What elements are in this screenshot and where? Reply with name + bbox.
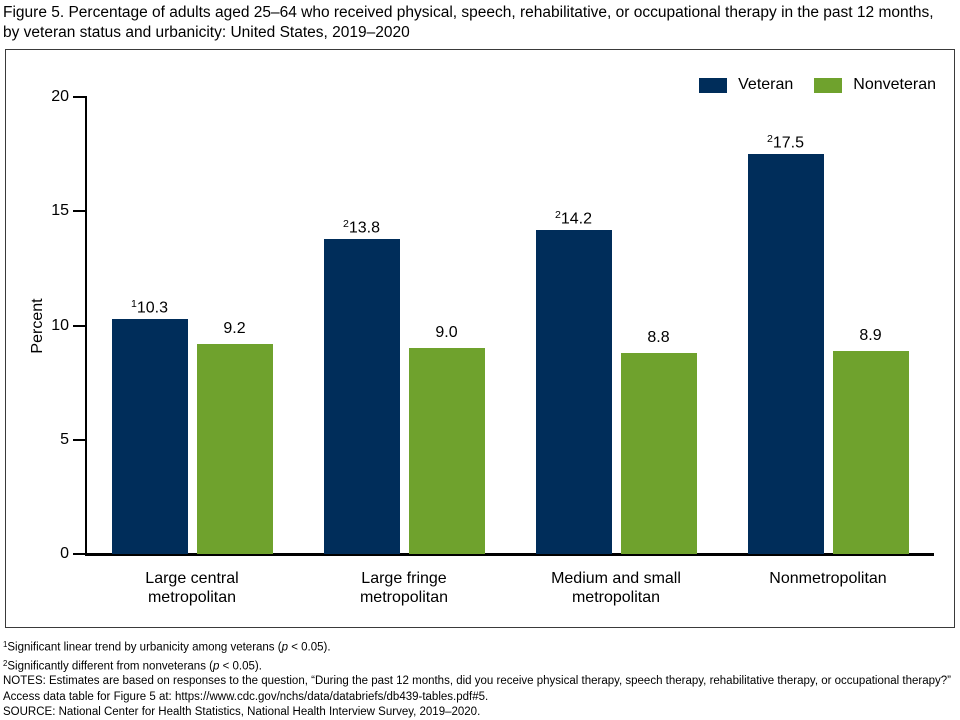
bar-value-label-veteran-large-fringe-metropolitan: 213.8	[342, 217, 381, 236]
x-axis-line	[85, 553, 934, 556]
footnote-4: SOURCE: National Center for Health Stati…	[3, 705, 481, 718]
y-tick-label: 0	[60, 545, 69, 562]
legend-swatch-nonveteran	[814, 77, 843, 93]
footnote-1: 1Significant linear trend by urbanicity …	[3, 640, 331, 654]
bar-value-label-nonveteran-medium-and-small-metropolitan: 8.8	[647, 328, 670, 346]
bar-value-label-veteran-medium-and-small-metropolitan: 214.2	[554, 208, 593, 227]
y-tick	[73, 210, 86, 213]
bar-veteran-nonmetropolitan	[747, 154, 824, 554]
legend-label-nonveteran: Nonveteran	[853, 76, 936, 93]
bar-nonveteran-large-central-metropolitan	[196, 343, 273, 554]
chart-frame: Veteran Nonveteran 0 5 10 15 20 Percent 110.3 21…	[5, 49, 955, 628]
legend-label-veteran: Veteran	[738, 76, 794, 93]
bar-veteran-large-fringe-metropolitan	[323, 238, 400, 554]
y-tick-label: 10	[51, 316, 69, 334]
footnote-3: NOTES: Estimates are based on responses …	[3, 675, 951, 703]
y-tick	[73, 324, 86, 327]
footnote-2: 2Significantly different from nonveteran…	[3, 658, 262, 673]
figure-title: Figure 5. Percentage of adults aged 25–6…	[3, 4, 934, 41]
legend-item-nonveteran: Nonveteran	[814, 76, 936, 94]
bar-value-label-nonveteran-large-central-metropolitan: 9.2	[223, 319, 246, 337]
y-tick-label: 5	[60, 430, 69, 448]
legend: Veteran Nonveteran	[699, 76, 936, 94]
y-tick	[73, 553, 86, 555]
bar-veteran-large-central-metropolitan	[111, 318, 188, 554]
y-tick	[73, 438, 86, 441]
x-category-label-large-fringe-metropolitan: Large fringe metropolitan	[359, 570, 449, 606]
y-axis-line	[85, 96, 87, 555]
bar-value-label-veteran-nonmetropolitan: 217.5	[766, 133, 805, 152]
bar-nonveteran-medium-and-small-metropolitan	[620, 352, 697, 554]
bar-value-label-nonveteran-nonmetropolitan: 8.9	[859, 326, 882, 344]
legend-item-veteran: Veteran	[699, 76, 793, 94]
bar-nonveteran-nonmetropolitan	[832, 350, 909, 554]
x-category-label-nonmetropolitan: Nonmetropolitan	[769, 570, 887, 587]
bar-value-label-veteran-large-central-metropolitan: 110.3	[130, 297, 169, 316]
x-category-label-large-central-metropolitan: Large central metropolitan	[145, 570, 239, 606]
y-axis-title: Percent	[29, 297, 46, 354]
bar-veteran-medium-and-small-metropolitan	[535, 229, 612, 554]
y-tick	[73, 96, 86, 98]
bar-nonveteran-large-fringe-metropolitan	[408, 348, 485, 554]
footnotes: 1Significant linear trend by urbanicity …	[3, 637, 957, 720]
y-tick-label: 15	[51, 202, 69, 220]
x-category-label-medium-and-small-metropolitan: Medium and small metropolitan	[551, 570, 681, 606]
bar-value-label-nonveteran-large-fringe-metropolitan: 9.0	[435, 324, 458, 342]
y-tick-label: 20	[51, 88, 69, 105]
legend-swatch-veteran	[699, 77, 728, 93]
